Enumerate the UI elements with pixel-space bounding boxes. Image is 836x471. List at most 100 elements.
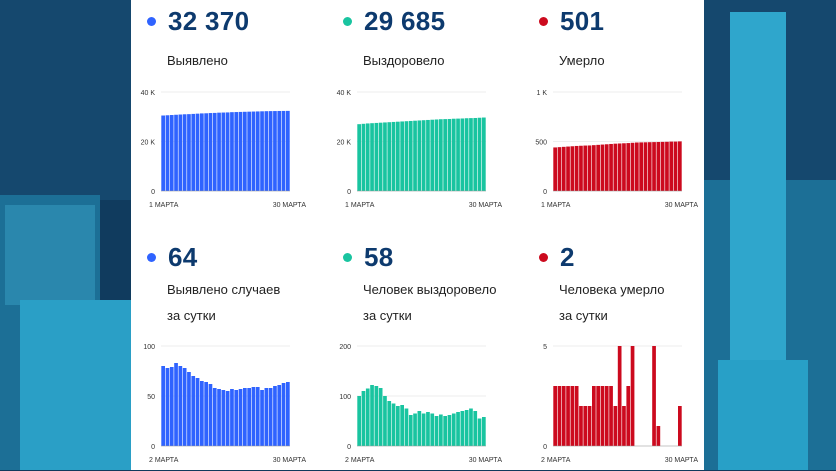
stat-value: 64 — [168, 242, 198, 272]
bar — [204, 382, 208, 446]
bar — [396, 406, 400, 446]
y-tick-label: 40 K — [337, 90, 352, 97]
bar — [656, 141, 661, 191]
bar — [557, 147, 562, 191]
stat-label: Человека умерло за сутки — [559, 282, 665, 323]
bar — [439, 414, 443, 446]
bar — [387, 401, 392, 446]
bar — [404, 121, 409, 191]
stat-value: 58 — [364, 242, 394, 272]
bar — [579, 406, 583, 446]
bar — [460, 118, 465, 191]
y-tick-label: 0 — [151, 444, 155, 451]
bar — [617, 346, 622, 446]
y-tick-label: 100 — [339, 394, 351, 401]
y-tick-label: 0 — [543, 444, 547, 451]
bar — [413, 120, 417, 191]
bar — [238, 389, 243, 446]
y-tick-label: 1 K — [536, 90, 547, 97]
bar — [553, 386, 557, 446]
bar — [630, 142, 635, 191]
bar — [264, 388, 269, 446]
bar — [635, 142, 639, 191]
bar — [678, 406, 682, 446]
legend-dot — [343, 253, 352, 262]
bar — [464, 410, 469, 446]
bar — [260, 390, 264, 446]
y-tick-label: 20 K — [337, 140, 352, 147]
bar — [255, 387, 260, 446]
bar — [596, 386, 600, 446]
bar — [230, 112, 234, 191]
bar — [396, 121, 400, 191]
bar — [286, 382, 290, 446]
x-end-label: 30 МАРТА — [469, 202, 503, 209]
bar — [604, 144, 609, 191]
y-tick-label: 40 K — [141, 90, 156, 97]
bar — [417, 120, 422, 191]
bar — [357, 396, 361, 446]
bar — [165, 115, 170, 191]
bar — [609, 386, 613, 446]
bar — [617, 143, 622, 191]
background-sky-left — [0, 0, 131, 200]
bar — [626, 143, 631, 191]
bar — [464, 118, 469, 191]
bar — [217, 112, 221, 191]
bar — [566, 386, 570, 446]
bar — [365, 123, 370, 191]
x-start-label: 1 МАРТА — [149, 202, 179, 209]
bar — [451, 413, 456, 446]
bar — [417, 411, 422, 446]
bar — [456, 412, 460, 446]
stat-label: Выявлено — [167, 53, 228, 68]
bar — [430, 119, 435, 191]
bar — [174, 114, 178, 191]
bar — [570, 146, 575, 191]
bar — [169, 367, 174, 446]
bar — [221, 390, 226, 446]
legend-dot — [147, 253, 156, 262]
bar — [456, 118, 460, 191]
bar — [477, 418, 482, 446]
bar — [626, 386, 631, 446]
y-tick-label: 5 — [543, 344, 547, 351]
bar — [268, 388, 273, 446]
bar — [460, 411, 465, 446]
bar — [165, 368, 170, 446]
bar — [221, 112, 226, 191]
legend-dot — [343, 17, 352, 26]
bar — [191, 376, 196, 446]
bar — [268, 111, 273, 191]
bar — [212, 388, 217, 446]
stat-card: 58 Человек выздоровело за сутки 0 100 200 2 М… — [327, 236, 517, 471]
bar — [413, 413, 417, 446]
stat-label: Умерло — [559, 53, 605, 68]
bar — [473, 117, 478, 191]
bar — [273, 386, 277, 446]
stat-value: 2 — [560, 242, 575, 272]
bar — [161, 366, 165, 446]
y-tick-label: 20 K — [141, 140, 156, 147]
bar — [208, 113, 213, 191]
bar — [451, 118, 456, 191]
x-start-label: 1 МАРТА — [541, 202, 571, 209]
background-monument — [730, 12, 786, 372]
stat-value: 501 — [560, 6, 605, 36]
bar — [469, 118, 473, 191]
bar — [592, 386, 596, 446]
bar — [421, 413, 426, 446]
bar — [273, 111, 277, 191]
bar — [660, 141, 665, 191]
bar — [622, 143, 626, 191]
stat-card: 2 Человека умерло за сутки 0 5 2 МАРТА 30 МАР… — [523, 236, 713, 471]
bar — [613, 406, 618, 446]
bar — [408, 415, 413, 446]
y-tick-label: 100 — [143, 344, 155, 351]
stat-value: 29 685 — [364, 6, 446, 36]
bar — [378, 122, 383, 191]
bar — [473, 411, 478, 446]
bar — [391, 403, 396, 446]
bar — [600, 144, 605, 191]
bar — [391, 121, 396, 191]
